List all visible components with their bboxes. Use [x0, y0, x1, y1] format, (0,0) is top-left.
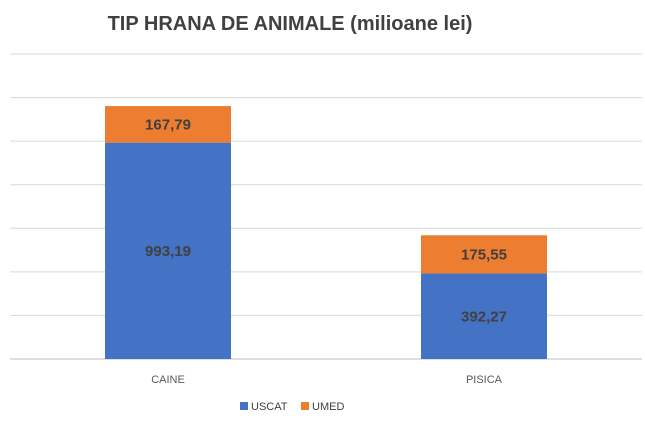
- legend-swatch-uscat: [240, 402, 248, 410]
- category-axis: CAINE PISICA: [151, 374, 503, 386]
- bar-uscat-caine: [105, 142, 231, 359]
- data-label: 167,79: [145, 116, 191, 133]
- bar-umed-pisica: [421, 235, 547, 274]
- category-tick-label: CAINE: [151, 374, 185, 386]
- category-tick-label: PISICA: [466, 374, 503, 386]
- legend-swatch-umed: [301, 402, 309, 410]
- bars: [105, 106, 547, 359]
- bar-uscat-pisica: [421, 273, 547, 359]
- legend-label-uscat: USCAT: [251, 401, 288, 413]
- bar-umed-caine: [105, 106, 231, 143]
- legend: USCAT UMED: [240, 401, 344, 413]
- data-label: 175,55: [461, 246, 507, 263]
- chart-title: TIP HRANA DE ANIMALE (milioane lei): [108, 13, 473, 35]
- data-labels: 993,19 167,79 392,27 175,55: [145, 116, 507, 325]
- data-label: 993,19: [145, 243, 191, 260]
- gridlines: [10, 53, 642, 360]
- data-label: 392,27: [461, 308, 507, 325]
- legend-label-umed: UMED: [312, 401, 344, 413]
